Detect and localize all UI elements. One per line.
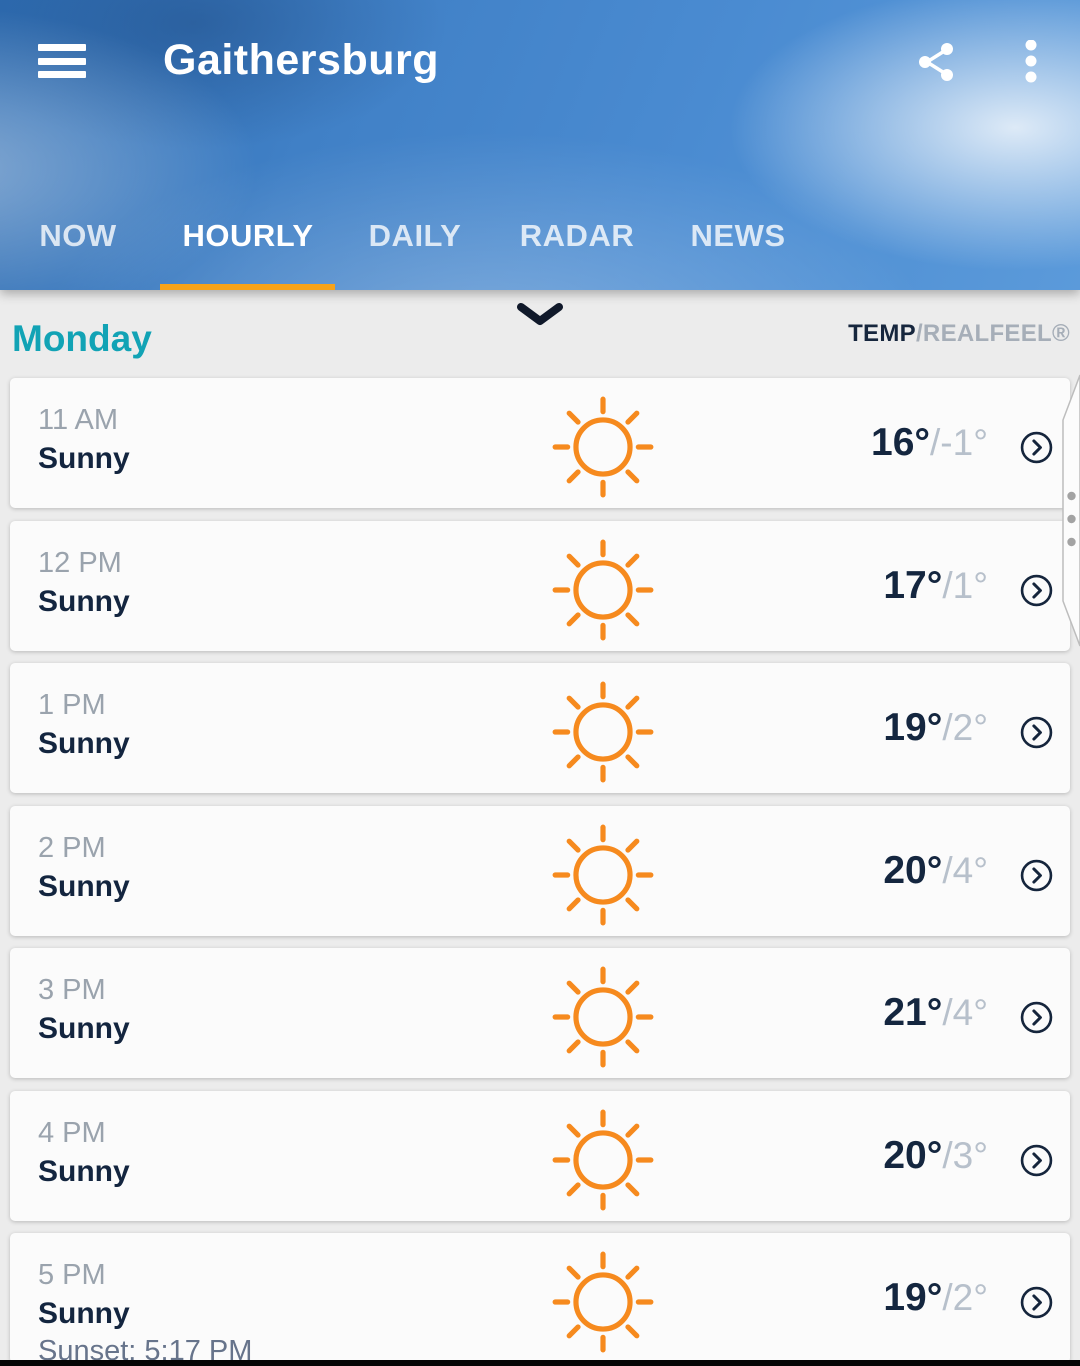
hourly-row-11am[interactable]: 11 AM Sunny 16° /-1°	[10, 378, 1070, 508]
temperature-group: 19° /2°	[883, 1233, 988, 1363]
condition-label: Sunny	[38, 1297, 130, 1330]
fast-scrollbar-thumb[interactable]	[1062, 374, 1080, 647]
hourly-forecast-panel: Monday TEMP/REALFEEL® 11 AM Sunny 16° /-…	[0, 290, 1080, 1366]
realfeel-value: /4°	[942, 992, 988, 1033]
temperature-group: 20° /3°	[883, 1091, 988, 1221]
hourly-row-5pm[interactable]: 5 PM Sunny Sunset: 5:17 PM 19° /2°	[10, 1233, 1070, 1366]
tab-hourly[interactable]: HOURLY	[182, 218, 314, 253]
temperature-group: 17° /1°	[883, 521, 988, 651]
condition-label: Sunny	[38, 442, 130, 475]
realfeel-value: /2°	[942, 1277, 988, 1318]
temp-value: 16°	[871, 421, 931, 464]
sunny-icon	[551, 823, 655, 927]
overflow-menu-icon[interactable]	[1019, 40, 1043, 84]
sunny-icon	[551, 965, 655, 1069]
time-label: 5 PM	[38, 1259, 106, 1291]
chevron-right-icon[interactable]	[1019, 1143, 1054, 1178]
chevron-right-icon[interactable]	[1019, 1285, 1054, 1320]
temp-value: 19°	[883, 706, 943, 749]
active-tab-indicator	[160, 284, 335, 290]
time-label: 11 AM	[38, 404, 119, 436]
condition-label: Sunny	[38, 584, 130, 618]
hourly-row-12pm[interactable]: 12 PM Sunny 17° /1°	[10, 520, 1070, 651]
temp-value: 19°	[883, 1276, 943, 1319]
temperature-group: 19° /2°	[883, 663, 988, 793]
share-icon[interactable]	[915, 40, 959, 84]
app-bar: Gaithersburg	[0, 0, 1080, 120]
time-label: 1 PM	[38, 689, 106, 721]
chevron-right-icon[interactable]	[1019, 858, 1054, 893]
column-header: TEMP/REALFEEL®	[848, 320, 1070, 348]
location-title: Gaithersburg	[163, 36, 439, 84]
temperature-group: 20° /4°	[883, 806, 988, 936]
realfeel-value: /1°	[942, 564, 988, 606]
tab-radar[interactable]: RADAR	[519, 218, 635, 253]
time-label: 3 PM	[38, 974, 106, 1006]
temperature-group: 21° /4°	[883, 948, 988, 1078]
realfeel-value: /-1°	[930, 422, 988, 463]
time-label: 2 PM	[38, 831, 106, 864]
menu-icon[interactable]	[38, 44, 86, 78]
sunny-icon	[551, 1250, 655, 1354]
temp-column-label: TEMP	[848, 320, 916, 347]
sunny-icon	[551, 680, 655, 784]
condition-label: Sunny	[38, 1154, 130, 1188]
sunny-icon	[551, 395, 655, 499]
tab-news[interactable]: NEWS	[690, 218, 786, 253]
condition-label: Sunny	[38, 727, 130, 760]
tab-daily[interactable]: DAILY	[368, 218, 462, 253]
tab-bar: NOW HOURLY DAILY RADAR NEWS	[0, 190, 1080, 290]
chevron-right-icon[interactable]	[1019, 715, 1054, 750]
chevron-down-icon[interactable]	[517, 302, 563, 328]
app-header: Gaithersburg NOW HOURLY	[0, 0, 1080, 290]
hourly-row-4pm[interactable]: 4 PM Sunny 20° /3°	[10, 1090, 1070, 1221]
condition-label: Sunny	[38, 1012, 130, 1045]
tab-now[interactable]: NOW	[39, 218, 117, 253]
hourly-rows-list: 11 AM Sunny 16° /-1° 12 PM Sunny 17° /1°	[10, 378, 1070, 1366]
chevron-right-icon[interactable]	[1019, 573, 1054, 608]
condition-label: Sunny	[38, 869, 130, 903]
temp-value: 20°	[883, 848, 943, 892]
time-label: 4 PM	[38, 1116, 106, 1149]
sunny-icon	[551, 1108, 655, 1212]
day-heading: Monday	[12, 318, 152, 359]
time-label: 12 PM	[38, 546, 122, 579]
temp-value: 17°	[883, 563, 943, 607]
realfeel-value: /2°	[942, 707, 988, 748]
temp-value: 21°	[883, 991, 943, 1034]
realfeel-value: /3°	[942, 1134, 988, 1176]
hourly-row-3pm[interactable]: 3 PM Sunny 21° /4°	[10, 948, 1070, 1078]
chevron-right-icon[interactable]	[1019, 430, 1054, 465]
temperature-group: 16° /-1°	[871, 378, 988, 508]
hourly-row-2pm[interactable]: 2 PM Sunny 20° /4°	[10, 805, 1070, 936]
realfeel-column-label: /REALFEEL®	[915, 320, 1070, 347]
chevron-right-icon[interactable]	[1019, 1000, 1054, 1035]
temp-value: 20°	[883, 1133, 943, 1177]
bottom-ad-bar-edge	[0, 1360, 1080, 1366]
hourly-row-1pm[interactable]: 1 PM Sunny 19° /2°	[10, 663, 1070, 793]
realfeel-value: /4°	[942, 849, 988, 891]
sunny-icon	[551, 538, 655, 642]
